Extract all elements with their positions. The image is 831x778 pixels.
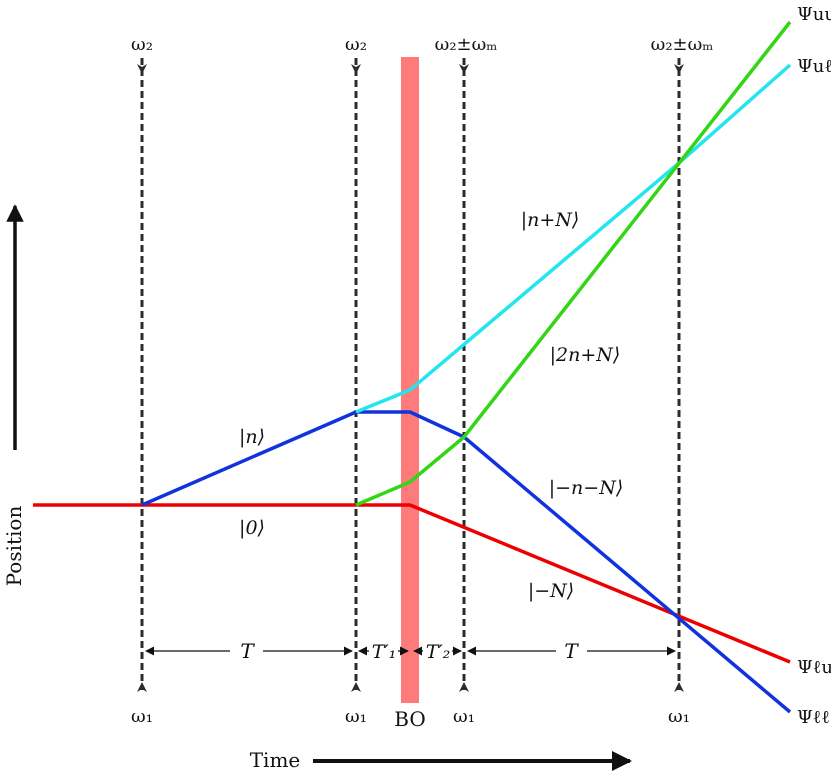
output-label-uu: Ψuu <box>797 4 831 25</box>
bottom-arrow-heads <box>137 682 684 692</box>
output-label-ul: Ψuℓ <box>797 56 831 77</box>
position-axis-label: Position <box>2 506 26 587</box>
top-label-3: ω₂±ωₘ <box>435 34 498 55</box>
bo-band <box>401 57 419 703</box>
output-label-ll: Ψℓℓ <box>797 707 830 728</box>
bo-label: BO <box>394 707 425 731</box>
bottom-label-1: ω₁ <box>131 706 153 727</box>
top-arrow-heads <box>137 64 684 74</box>
output-label-lu: Ψℓu <box>797 657 831 678</box>
interval-label-1: T <box>240 639 255 663</box>
trajectory-green <box>355 20 792 507</box>
trajectory-red <box>33 503 791 664</box>
trajectory-blue <box>141 410 792 714</box>
state-label-minus-n-minus-N: |−n−N⟩ <box>549 477 624 499</box>
bottom-label-4: ω₁ <box>668 706 690 727</box>
top-label-2: ω₂ <box>345 34 367 55</box>
interval-label-4: T <box>564 639 579 663</box>
bottom-label-2: ω₁ <box>345 706 367 727</box>
interval-label-3: T′₂ <box>426 641 451 663</box>
state-label-n-plus-N: |n+N⟩ <box>521 209 580 231</box>
top-label-1: ω₂ <box>131 34 153 55</box>
time-axis-label: Time <box>250 748 301 772</box>
state-label-2n-plus-N: |2n+N⟩ <box>550 344 621 366</box>
top-label-4: ω₂±ωₘ <box>651 34 714 55</box>
state-label-zero: |0⟩ <box>239 517 265 539</box>
interval-label-2: T′₁ <box>372 641 397 663</box>
trajectory-cyan <box>355 63 792 414</box>
state-label-n: |n⟩ <box>239 426 265 448</box>
bottom-label-3: ω₁ <box>453 706 475 727</box>
state-label-minus-N: |−N⟩ <box>528 580 574 602</box>
